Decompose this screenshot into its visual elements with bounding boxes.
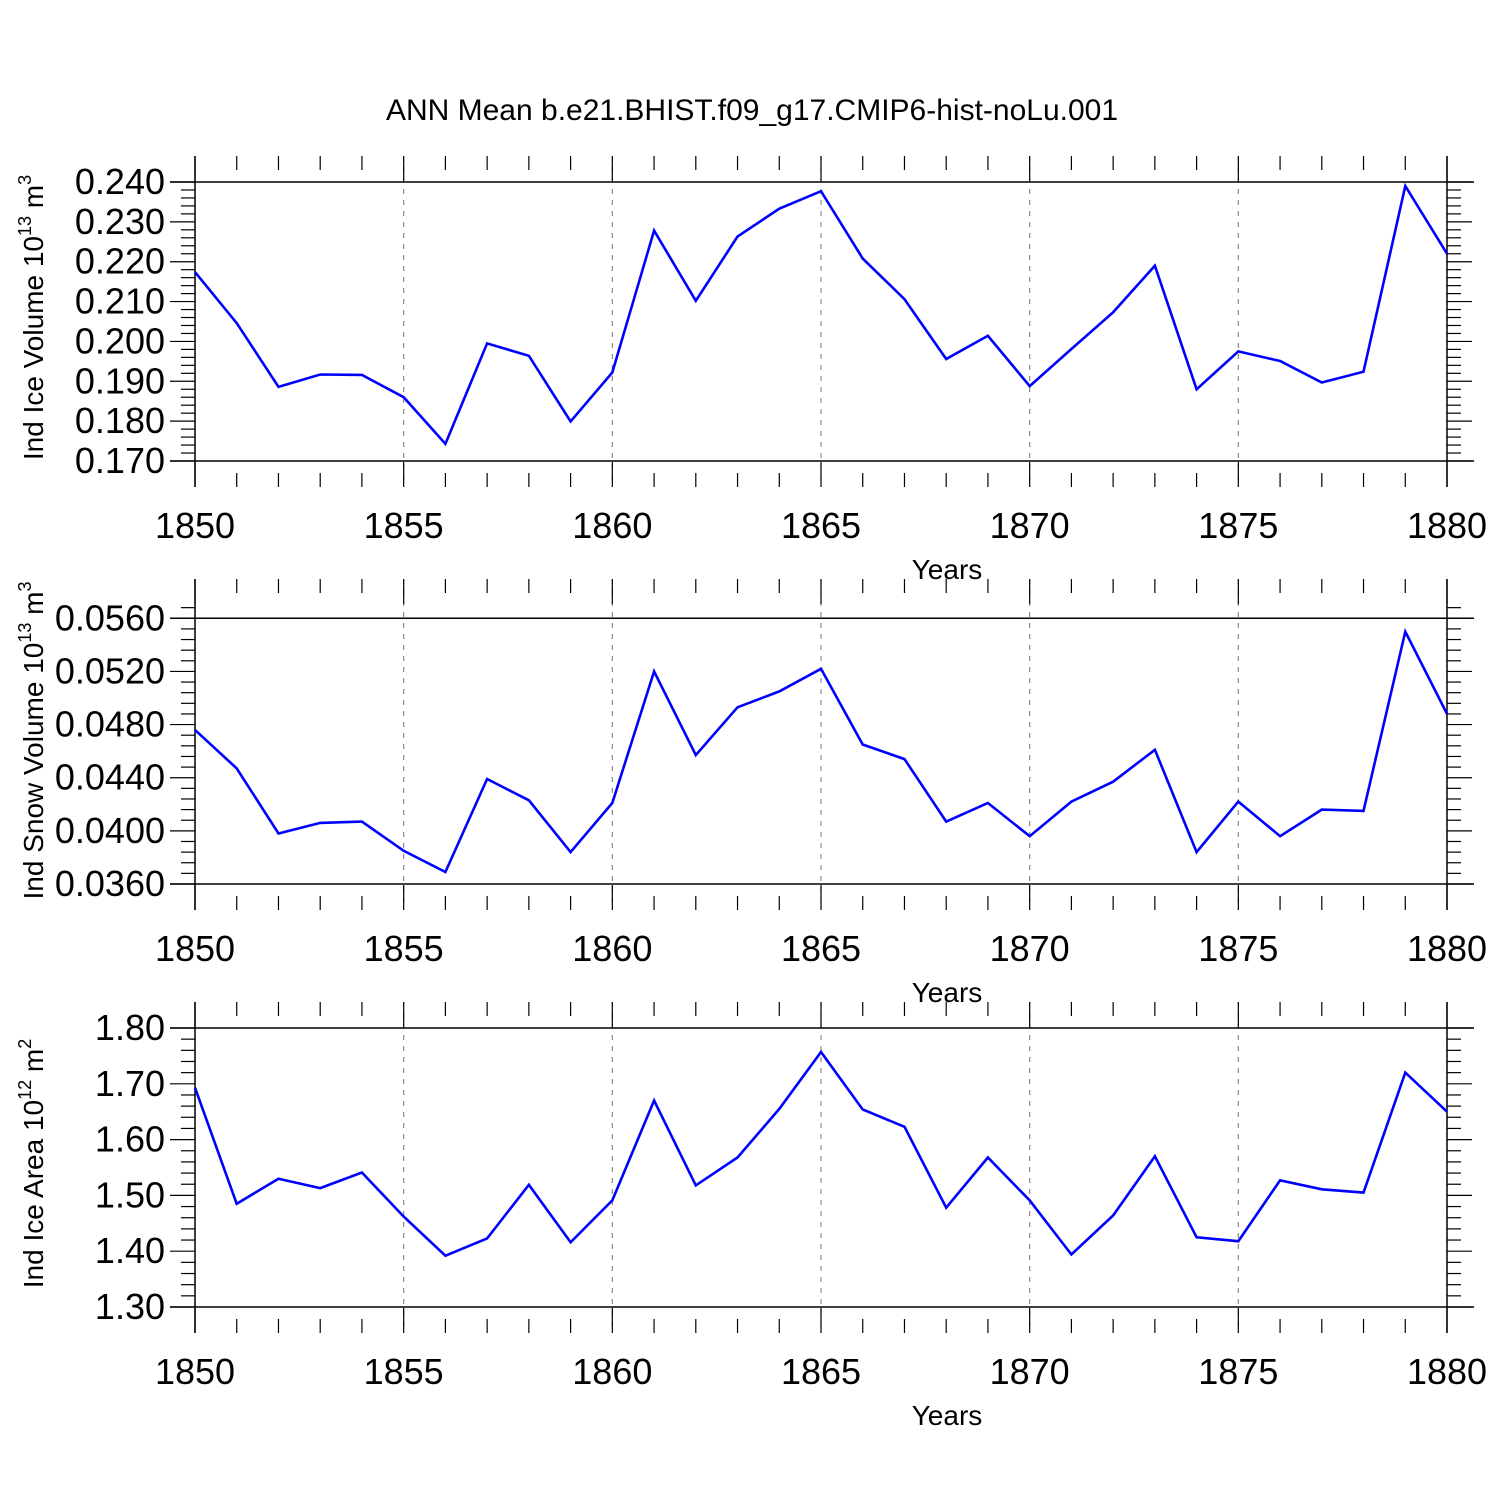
- x-axis-title: Years: [912, 554, 983, 585]
- y-tick-label: 0.0520: [55, 650, 165, 691]
- y-axis-title-exponent: 13: [15, 216, 35, 236]
- x-tick-label: 1875: [1198, 505, 1278, 546]
- y-axis-title-unit: m: [18, 592, 49, 623]
- x-tick-label: 1865: [781, 505, 861, 546]
- x-tick-label: 1880: [1407, 1351, 1487, 1392]
- y-axis-title: Ind Ice Area 1012 m2: [15, 1039, 49, 1289]
- panel-3: 1.30 1.40 1.50 1.60 1.70 1.80 1850 1855 1860 1865…: [15, 1002, 1487, 1431]
- x-tick-label: 1865: [781, 1351, 861, 1392]
- y-tick-label: 0.0360: [55, 863, 165, 904]
- y-tick-label: 0.190: [75, 360, 165, 401]
- x-axis-title: Years: [912, 977, 983, 1008]
- y-tick-label: 1.30: [95, 1286, 165, 1327]
- y-axis-title-text: Ind Ice Volume 10: [18, 236, 49, 460]
- y-tick-label: 1.80: [95, 1007, 165, 1048]
- y-tick-label: 0.0560: [55, 597, 165, 638]
- x-tick-label: 1870: [990, 505, 1070, 546]
- y-tick-label: 1.40: [95, 1230, 165, 1271]
- y-axis-title-unit: m: [18, 1049, 49, 1080]
- y-tick-label: 0.210: [75, 281, 165, 322]
- x-axis-title: Years: [912, 1400, 983, 1431]
- y-tick-label: 0.220: [75, 241, 165, 282]
- y-tick-label: 1.50: [95, 1174, 165, 1215]
- y-axis-title: Ind Ice Volume 1013 m3: [15, 175, 49, 460]
- series-line: [193, 1049, 1448, 1258]
- y-tick-label: 0.0400: [55, 810, 165, 851]
- y-axis-title-unit-exponent: 2: [15, 1039, 35, 1049]
- x-tick-label: 1860: [572, 1351, 652, 1392]
- y-tick-label: 0.200: [75, 320, 165, 361]
- x-tick-label: 1855: [364, 505, 444, 546]
- y-axis-title-text: Ind Snow Volume 10: [18, 643, 49, 900]
- x-tick-label: 1875: [1198, 928, 1278, 969]
- x-tick-label: 1850: [155, 505, 235, 546]
- x-tick-label: 1860: [572, 505, 652, 546]
- series-line: [193, 182, 1449, 447]
- panel-1: 0.1700.1800.1900.2000.2100.2200.2300.240…: [15, 156, 1487, 585]
- chart-title: ANN Mean b.e21.BHIST.f09_g17.CMIP6-hist-…: [386, 94, 1118, 127]
- x-tick-label: 1855: [364, 928, 444, 969]
- y-axis-title-exponent: 13: [15, 623, 35, 643]
- y-axis-title-text: Ind Ice Area 10: [18, 1100, 49, 1288]
- x-tick-label: 1850: [155, 1351, 235, 1392]
- series-line: [194, 627, 1449, 874]
- y-axis-title-unit: m: [18, 185, 49, 216]
- y-tick-label: 0.180: [75, 400, 165, 441]
- x-tick-label: 1875: [1198, 1351, 1278, 1392]
- x-tick-label: 1880: [1407, 505, 1487, 546]
- y-axis-title-unit-exponent: 3: [15, 582, 35, 592]
- x-tick-label: 1860: [572, 928, 652, 969]
- y-tick-label: 0.240: [75, 161, 165, 202]
- y-axis-title-exponent: 12: [15, 1080, 35, 1100]
- y-tick-label: 0.170: [75, 440, 165, 481]
- y-tick-label: 0.230: [75, 201, 165, 242]
- y-tick-label: 0.0440: [55, 757, 165, 798]
- y-tick-label: 1.60: [95, 1119, 165, 1160]
- x-tick-label: 1870: [990, 1351, 1070, 1392]
- x-tick-label: 1850: [155, 928, 235, 969]
- x-tick-label: 1865: [781, 928, 861, 969]
- y-axis-title-unit-exponent: 3: [15, 175, 35, 185]
- y-tick-label: 0.0480: [55, 704, 165, 745]
- y-axis-title: Ind Snow Volume 1013 m3: [15, 582, 49, 900]
- x-tick-label: 1870: [990, 928, 1070, 969]
- x-tick-label: 1855: [364, 1351, 444, 1392]
- x-tick-label: 1880: [1407, 928, 1487, 969]
- y-tick-label: 1.70: [95, 1063, 165, 1104]
- panel-2: 0.0360 0.0400 0.0440 0.0480 0.0520 0.0560 1850…: [15, 579, 1487, 1008]
